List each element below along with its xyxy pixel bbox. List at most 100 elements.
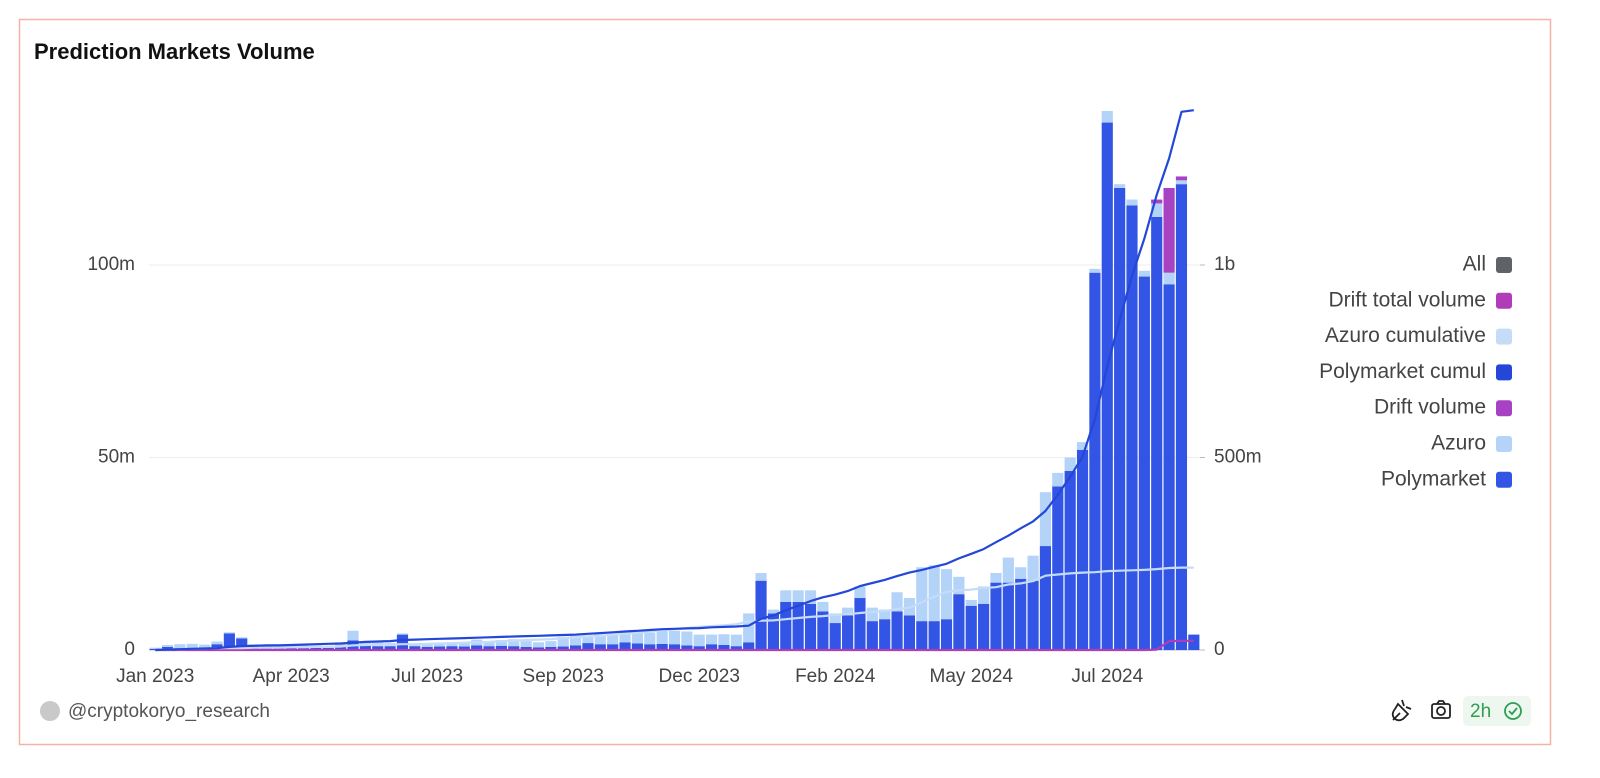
- bar: [842, 615, 854, 650]
- bar: [656, 630, 668, 644]
- bar: [879, 619, 891, 650]
- bar: [817, 601, 829, 612]
- bar: [631, 631, 643, 644]
- bar: [1175, 184, 1188, 650]
- bar: [532, 642, 545, 648]
- bar: [396, 633, 409, 635]
- bar: [285, 645, 297, 647]
- x-tick-label: Apr 2023: [253, 666, 330, 687]
- bar: [866, 607, 878, 622]
- chart-title: Prediction Markets Volume: [34, 39, 315, 64]
- share-icon[interactable]: [1391, 699, 1412, 722]
- bar: [656, 643, 668, 650]
- bar: [223, 633, 235, 650]
- legend-swatch[interactable]: [1496, 364, 1512, 381]
- bar: [1076, 442, 1089, 450]
- legend-swatch[interactable]: [1496, 400, 1512, 417]
- bar: [990, 582, 1002, 650]
- bar: [433, 643, 446, 647]
- bar: [532, 647, 545, 650]
- bar: [557, 646, 569, 650]
- bar: [718, 644, 730, 650]
- x-tick-label: Jan 2023: [116, 666, 194, 687]
- bar: [866, 621, 878, 650]
- bar: [965, 605, 977, 650]
- legend-label[interactable]: Polymarket: [1381, 467, 1486, 490]
- legend-label[interactable]: Azuro cumulative: [1325, 324, 1486, 347]
- bar: [829, 623, 841, 650]
- bar: [668, 630, 681, 645]
- bar: [644, 632, 656, 645]
- bar: [681, 645, 693, 650]
- bar: [1052, 472, 1064, 487]
- bar: [285, 646, 297, 650]
- bar: [409, 646, 421, 650]
- series-line: [155, 639, 1194, 652]
- y-tick-label: 50m: [98, 447, 135, 468]
- bar: [236, 637, 248, 639]
- bar: [1101, 122, 1113, 651]
- bar: [681, 631, 693, 646]
- bar: [767, 613, 779, 650]
- legend-label[interactable]: Drift total volume: [1328, 288, 1486, 311]
- bar: [495, 645, 507, 650]
- bar: [582, 643, 594, 650]
- bar: [446, 643, 458, 647]
- bar: [891, 592, 903, 612]
- bar: [1175, 180, 1188, 185]
- bar: [780, 601, 792, 650]
- series-line: [155, 109, 1194, 652]
- legend-swatch[interactable]: [1496, 471, 1512, 488]
- legend-label[interactable]: All: [1463, 253, 1486, 276]
- bar: [520, 646, 532, 650]
- bar: [1002, 582, 1014, 650]
- x-tick-label: Jul 2023: [391, 666, 463, 687]
- bar: [978, 586, 990, 604]
- bar: [483, 646, 495, 650]
- bar: [347, 630, 359, 641]
- bar: [1052, 486, 1064, 650]
- legend-label[interactable]: Azuro: [1431, 432, 1486, 455]
- bar: [1163, 272, 1175, 285]
- legend-swatch[interactable]: [1496, 292, 1512, 309]
- screenshot-icon[interactable]: [1431, 700, 1451, 719]
- bar: [1138, 276, 1150, 650]
- bar: [1138, 270, 1150, 277]
- bar: [693, 634, 705, 647]
- legend-label[interactable]: Polymarket cumul: [1319, 360, 1486, 383]
- legend-label[interactable]: Drift volume: [1374, 396, 1486, 419]
- bar: [570, 635, 582, 646]
- bar: [1151, 216, 1163, 650]
- bar: [743, 642, 755, 650]
- legend-swatch[interactable]: [1496, 257, 1512, 273]
- y2-tick-label: 1b: [1214, 254, 1235, 275]
- bar: [458, 646, 470, 650]
- bar: [421, 646, 433, 650]
- bar: [545, 641, 557, 647]
- y2-tick-label: 500m: [1214, 447, 1262, 468]
- bar: [730, 646, 742, 650]
- author-avatar[interactable]: [40, 701, 60, 721]
- bar: [842, 607, 854, 616]
- bar: [508, 639, 520, 647]
- bar: [433, 646, 446, 650]
- bar: [928, 565, 940, 622]
- x-tick-label: Sep 2023: [523, 666, 604, 687]
- bar: [953, 594, 965, 650]
- legend-swatch[interactable]: [1496, 328, 1512, 345]
- card-border: [18, 18, 1552, 746]
- bar: [1151, 199, 1163, 204]
- bar: [743, 613, 755, 643]
- bar: [817, 611, 829, 650]
- bar: [668, 644, 681, 650]
- bar: [940, 569, 953, 620]
- bar: [1114, 184, 1126, 188]
- bar: [396, 634, 409, 650]
- bar: [990, 573, 1002, 583]
- legend-swatch[interactable]: [1496, 436, 1512, 452]
- author-handle[interactable]: @cryptokoryo_research: [68, 701, 270, 722]
- freshness-label: 2h: [1470, 701, 1491, 722]
- bar: [903, 615, 916, 650]
- bar: [335, 646, 347, 650]
